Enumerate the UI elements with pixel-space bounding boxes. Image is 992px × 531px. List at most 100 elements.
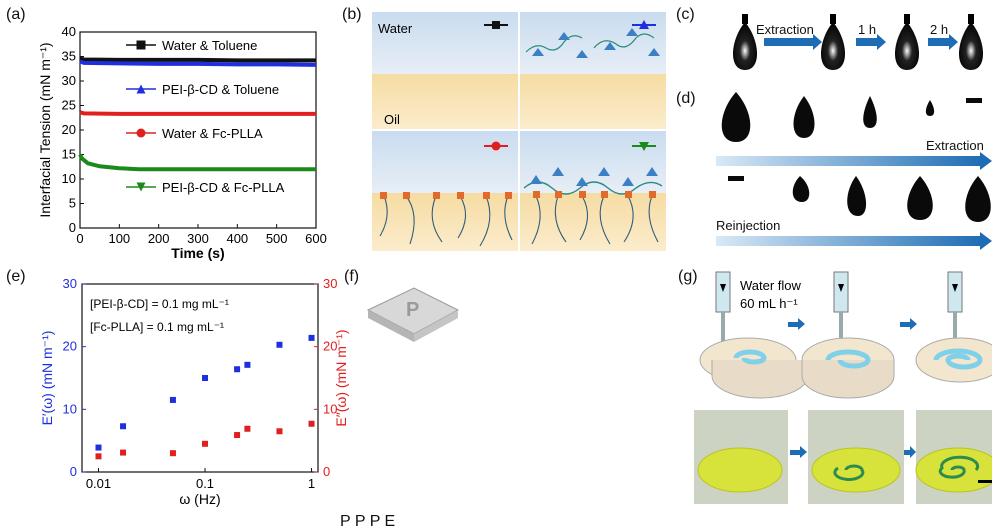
data-point-loss xyxy=(244,425,251,432)
y-tick-label-a: 35 xyxy=(62,49,76,64)
scale-bar-g xyxy=(978,480,992,483)
spiral-printing-figure: Water flow 60 mL h⁻¹ xyxy=(694,271,992,504)
pei-chains-water xyxy=(525,28,660,58)
photo-g-2-dish xyxy=(811,447,901,493)
spiral-g-3 xyxy=(938,455,980,479)
droplet-extraction-sequence xyxy=(732,14,984,70)
time-label-1h: 1 h xyxy=(858,22,877,37)
data-point-storage xyxy=(202,375,209,381)
legend-marker-green xyxy=(632,142,656,151)
panel-f: (f) P P P P E xyxy=(340,264,680,530)
panel-c: (c) Extraction 1 h 2 h xyxy=(672,0,992,90)
needle-3 xyxy=(947,271,963,342)
arrow-g-3 xyxy=(790,446,807,458)
dish-1 xyxy=(699,337,809,399)
arrow-g-2 xyxy=(900,318,917,330)
data-point-loss xyxy=(202,440,209,447)
legend-label-a: Water & Toluene xyxy=(162,38,257,53)
photo-letter-e: E xyxy=(385,513,396,530)
y2-tick-label-e: 30 xyxy=(323,276,337,291)
data-point-storage xyxy=(244,361,251,368)
droplet-c4 xyxy=(958,14,984,70)
y2-axis-label-e: E″(ω) (mN m⁻¹) xyxy=(333,329,349,426)
photo-g-1-dish xyxy=(697,447,783,493)
mold-2: P xyxy=(340,513,351,530)
interface-schematic: Water Oil xyxy=(372,12,666,251)
arrow-c-2h xyxy=(928,34,958,50)
x-axis-label-e: ω (Hz) xyxy=(179,491,220,507)
letter-p-gel: P xyxy=(369,513,381,530)
dish-3 xyxy=(915,337,992,383)
x-tick-label-a: 200 xyxy=(148,231,170,246)
arrow-g-1 xyxy=(788,318,805,330)
spiral-g-2 xyxy=(833,464,865,481)
legend-marker-a xyxy=(136,182,146,192)
oil-phase-2 xyxy=(520,74,666,129)
x-tick-label-a: 0 xyxy=(76,231,83,246)
y-tick-label-e: 10 xyxy=(63,401,77,416)
dish-2 xyxy=(801,337,895,399)
y-tick-label-a: 0 xyxy=(69,220,76,235)
oil-label: Oil xyxy=(384,112,400,127)
y-tick-label-a: 10 xyxy=(62,171,76,186)
x-tick-label-a: 100 xyxy=(108,231,130,246)
legend-marker-a xyxy=(136,40,146,50)
x-tick-label-a: 500 xyxy=(266,231,288,246)
time-label-2h: 2 h xyxy=(930,22,949,37)
legend-marker-blue xyxy=(632,20,656,29)
photo-g-3-dish xyxy=(915,447,992,493)
y-tick-label-a: 15 xyxy=(62,147,76,162)
extraction-label-d: Extraction xyxy=(926,138,984,153)
series-line-2 xyxy=(79,110,316,116)
y2-tick-label-e: 20 xyxy=(323,339,337,354)
y-tick-label-e: 0 xyxy=(70,464,77,479)
panel-label-g: (g) xyxy=(678,268,698,285)
needle-2 xyxy=(833,271,849,342)
y-tick-label-e: 20 xyxy=(63,339,77,354)
ferrocene-groups-1 xyxy=(380,192,512,199)
printing-letters-figure: P xyxy=(366,287,460,342)
y-tick-label-a: 30 xyxy=(62,73,76,88)
legend-marker-black xyxy=(484,21,508,29)
y-tick-label-a: 5 xyxy=(69,196,76,211)
droplets-extraction-row xyxy=(721,92,982,142)
y-tick-label-a: 40 xyxy=(62,24,76,39)
x-tick-label-e: 0.1 xyxy=(196,476,214,491)
panel-label-c: (c) xyxy=(676,6,695,23)
panel-d: (d) Extraction Reinjection xyxy=(672,90,992,262)
y2-tick-label-e: 0 xyxy=(323,464,330,479)
panel-label-e: (e) xyxy=(6,268,26,285)
droplet-c2 xyxy=(820,14,846,70)
oil-phase-1 xyxy=(372,74,518,129)
legend-label-a: PEI-β-CD & Toluene xyxy=(162,82,279,97)
series-line-0 xyxy=(79,56,316,63)
x-tick-label-e: 0.01 xyxy=(86,476,111,491)
oil-phase-3 xyxy=(372,193,518,251)
droplet-extraction-reinjection xyxy=(721,92,991,222)
water-phase-2 xyxy=(520,12,666,74)
legend-marker-red xyxy=(484,141,508,151)
arrow-c-1h xyxy=(856,34,886,50)
legend-label-a: Water & Fc-PLLA xyxy=(162,126,263,141)
legend-label-a: PEI-β-CD & Fc-PLLA xyxy=(162,180,285,195)
arrow-g-4 xyxy=(904,446,916,458)
data-point-loss xyxy=(95,453,102,460)
assembled-interface xyxy=(523,167,663,245)
reinjection-label: Reinjection xyxy=(716,218,781,233)
extraction-label-c: Extraction xyxy=(756,22,814,37)
legend-marker-a xyxy=(136,84,146,94)
data-point-storage xyxy=(120,423,127,430)
panel-label-a: (a) xyxy=(6,6,26,23)
panel-label-d: (d) xyxy=(676,90,696,107)
y-axis-label-a: Interfacial Tension (mN m⁻¹) xyxy=(37,42,53,217)
arrow-d-reinjection xyxy=(716,232,992,250)
data-point-loss xyxy=(308,420,315,427)
legend-marker-a xyxy=(136,128,146,138)
x-axis-label-a: Time (s) xyxy=(171,245,224,261)
panel-e: (e) 0.01 0.1 1 0 0 10 10 20 20 30 30 ω (Hz) E′(ω) (m… xyxy=(0,264,352,508)
x-tick-label-a: 400 xyxy=(226,231,248,246)
y2-tick-label-e: 10 xyxy=(323,401,337,416)
water-flow-label: Water flow xyxy=(740,278,802,293)
data-point-storage xyxy=(234,366,241,373)
